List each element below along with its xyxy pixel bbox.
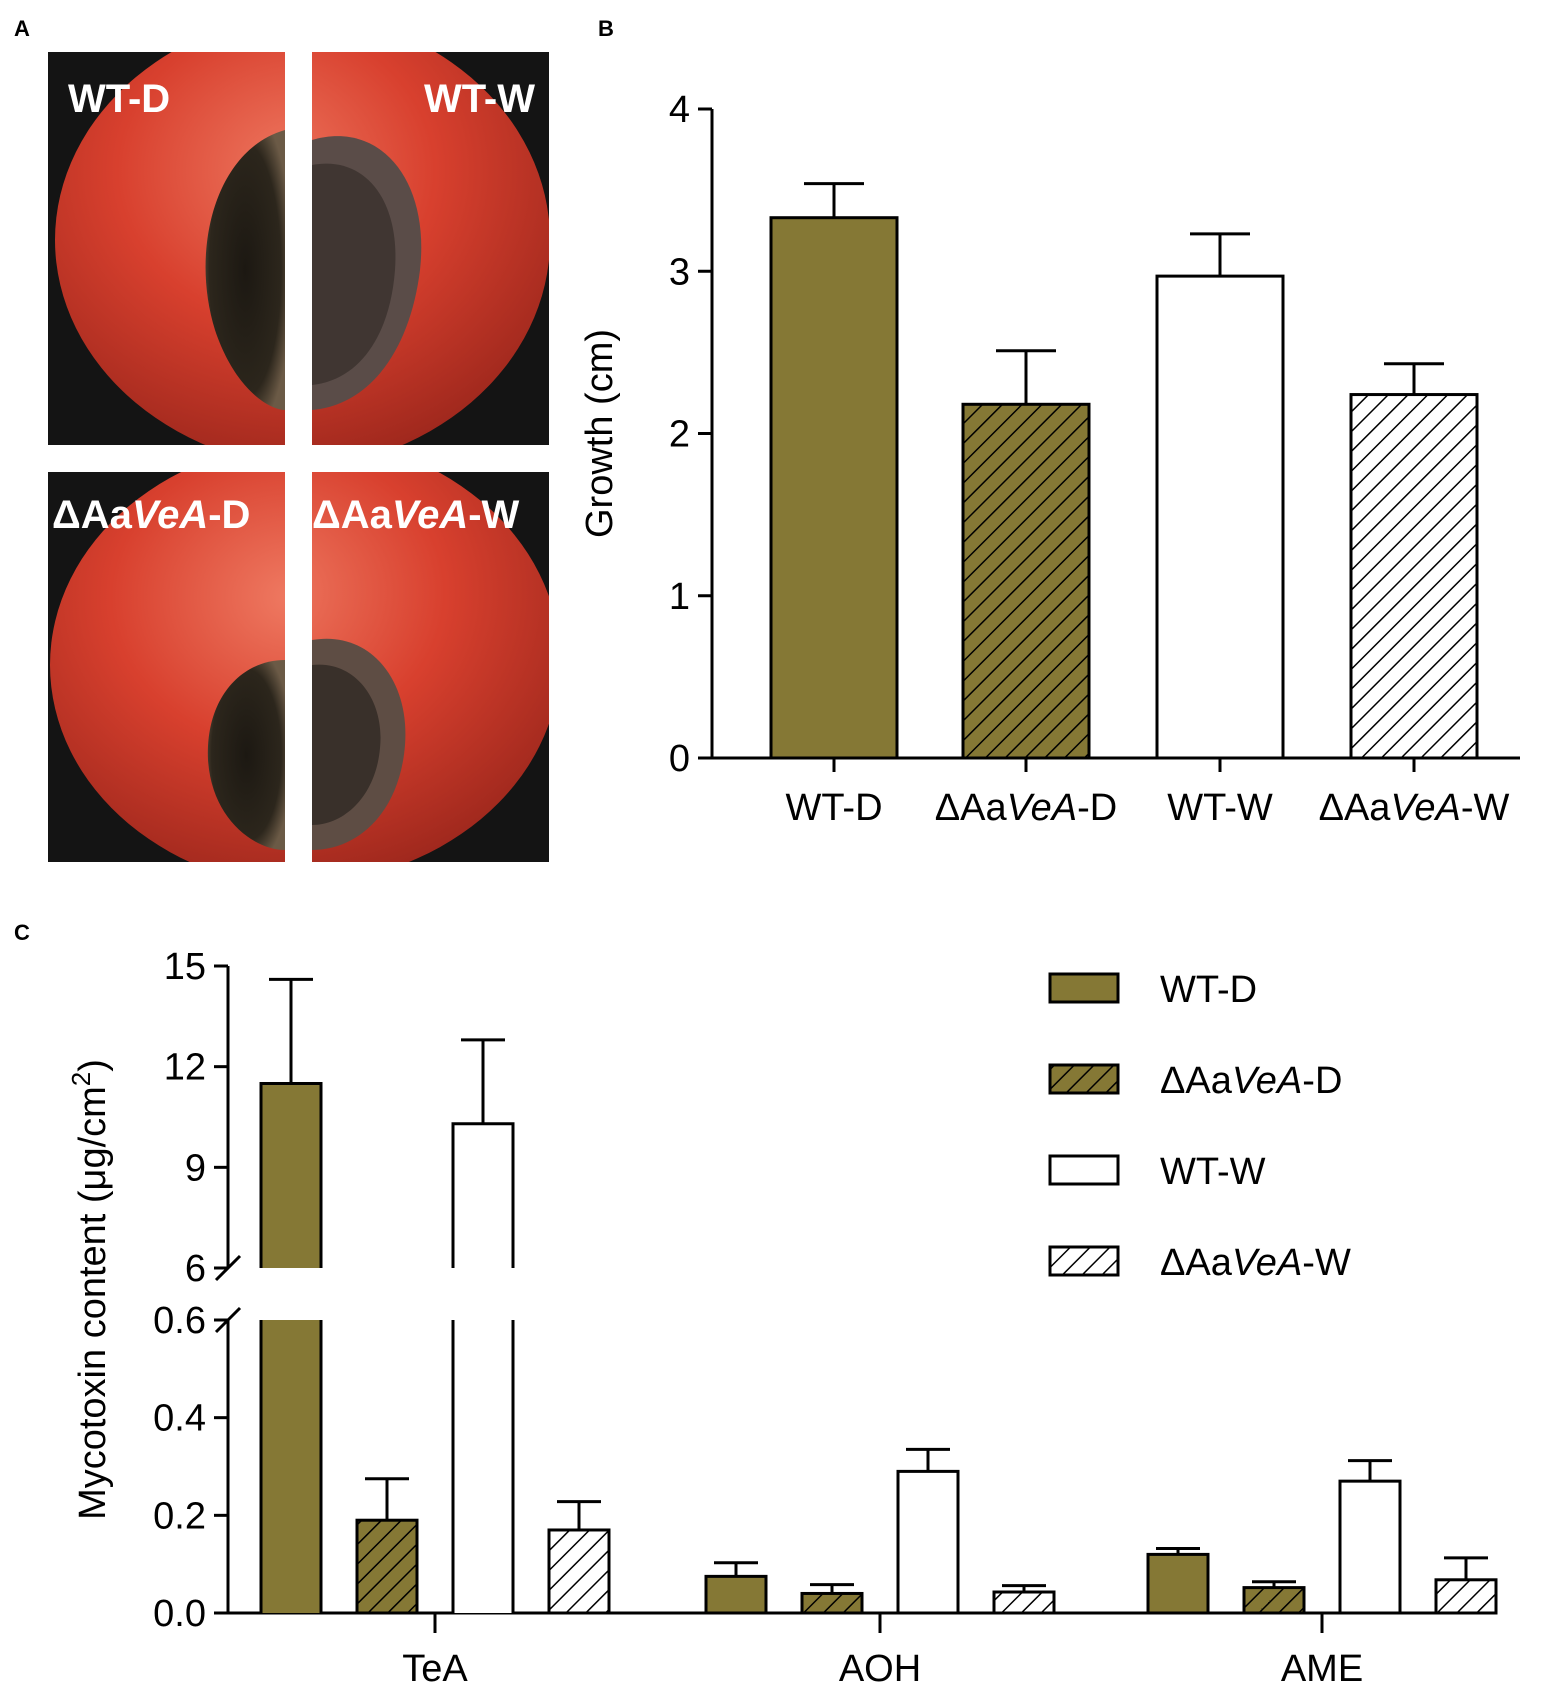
y-tick-label: 6 bbox=[185, 1248, 206, 1290]
y-axis-title: Mycotoxin content (μg/cm2) bbox=[66, 1059, 114, 1520]
y-tick-label: 0.0 bbox=[153, 1593, 206, 1635]
bar bbox=[454, 1320, 512, 1613]
photo-label-wt-w: WT-W bbox=[424, 77, 535, 121]
y-tick-label: 0 bbox=[669, 738, 690, 780]
x-tick-label: WT-D bbox=[785, 787, 882, 829]
legend-label: WT-W bbox=[1160, 1151, 1266, 1193]
y-tick-label: 4 bbox=[669, 89, 690, 131]
y-tick-label: 2 bbox=[669, 414, 690, 456]
panel-letter-b: B bbox=[598, 16, 614, 41]
x-tick-label: AME bbox=[1281, 1648, 1363, 1690]
x-tick-label: TeA bbox=[402, 1648, 468, 1690]
photo-panel-aavea-d bbox=[48, 472, 285, 862]
panel-letter-a: A bbox=[14, 16, 30, 41]
y-tick-label: 15 bbox=[164, 946, 206, 988]
y-tick-label: 9 bbox=[185, 1147, 206, 1189]
legend-swatch bbox=[1048, 1245, 1120, 1277]
y-tick-label: 3 bbox=[669, 251, 690, 293]
y-tick-label: 0.6 bbox=[153, 1300, 206, 1342]
y-tick-label: 12 bbox=[164, 1047, 206, 1089]
bar-outline bbox=[259, 1320, 323, 1613]
y-tick-label: 1 bbox=[669, 576, 690, 618]
bar bbox=[961, 402, 1091, 760]
bar bbox=[1146, 1552, 1210, 1615]
x-tick-label: ΔAaVeA-D bbox=[935, 787, 1117, 829]
lesion-shape bbox=[205, 130, 285, 410]
x-tick-label: WT-W bbox=[1167, 787, 1273, 829]
bar bbox=[769, 216, 899, 760]
bar bbox=[355, 1518, 419, 1615]
bar bbox=[1242, 1586, 1306, 1615]
growth-bar-chart: 0 1 2 3 4 Growth (cm) WT-D ΔAaVeA-D WT-W ΔAaVeA-W bbox=[579, 89, 1520, 829]
y-tick-label: 0.2 bbox=[153, 1495, 206, 1537]
legend-label: ΔAaVeA-D bbox=[1160, 1060, 1342, 1102]
photo-panel-aavea-w bbox=[312, 472, 549, 862]
legend-swatch bbox=[1048, 972, 1120, 1004]
legend-swatch bbox=[1048, 1154, 1120, 1186]
bar bbox=[992, 1590, 1056, 1615]
y-axis-title: Growth (cm) bbox=[579, 329, 621, 538]
legend-swatch bbox=[1048, 1063, 1120, 1095]
photo-panel-wt-w bbox=[312, 52, 549, 445]
mycotoxin-bar-chart: 0.0 0.2 0.4 0.6 6 9 12 15 Mycotoxin content (μg/… bbox=[66, 946, 1498, 1690]
bar bbox=[1338, 1479, 1402, 1615]
legend-label: ΔAaVeA-W bbox=[1160, 1242, 1351, 1284]
photo-label-aavea-d: ΔAaVeA-D bbox=[52, 493, 250, 537]
bar bbox=[1434, 1578, 1498, 1615]
bar-outline bbox=[451, 1320, 515, 1613]
bar bbox=[800, 1591, 864, 1615]
photo-panel-wt-d bbox=[48, 52, 285, 445]
bar bbox=[262, 1083, 320, 1268]
bar bbox=[547, 1528, 611, 1615]
x-tick-label: AOH bbox=[839, 1648, 921, 1690]
lesion-shape bbox=[207, 660, 285, 850]
bar bbox=[262, 1320, 320, 1613]
bar bbox=[454, 1123, 512, 1268]
bar bbox=[1349, 393, 1479, 760]
bar bbox=[1155, 274, 1285, 760]
y-tick-label: 0.4 bbox=[153, 1398, 206, 1440]
x-tick-label: ΔAaVeA-W bbox=[1319, 787, 1510, 829]
bar bbox=[704, 1574, 768, 1615]
photo-label-wt-d: WT-D bbox=[68, 77, 170, 121]
bar bbox=[896, 1469, 960, 1615]
photo-label-aavea-w: ΔAaVeA-W bbox=[312, 493, 520, 537]
legend-label: WT-D bbox=[1160, 969, 1257, 1011]
panel-letter-c: C bbox=[14, 920, 30, 945]
